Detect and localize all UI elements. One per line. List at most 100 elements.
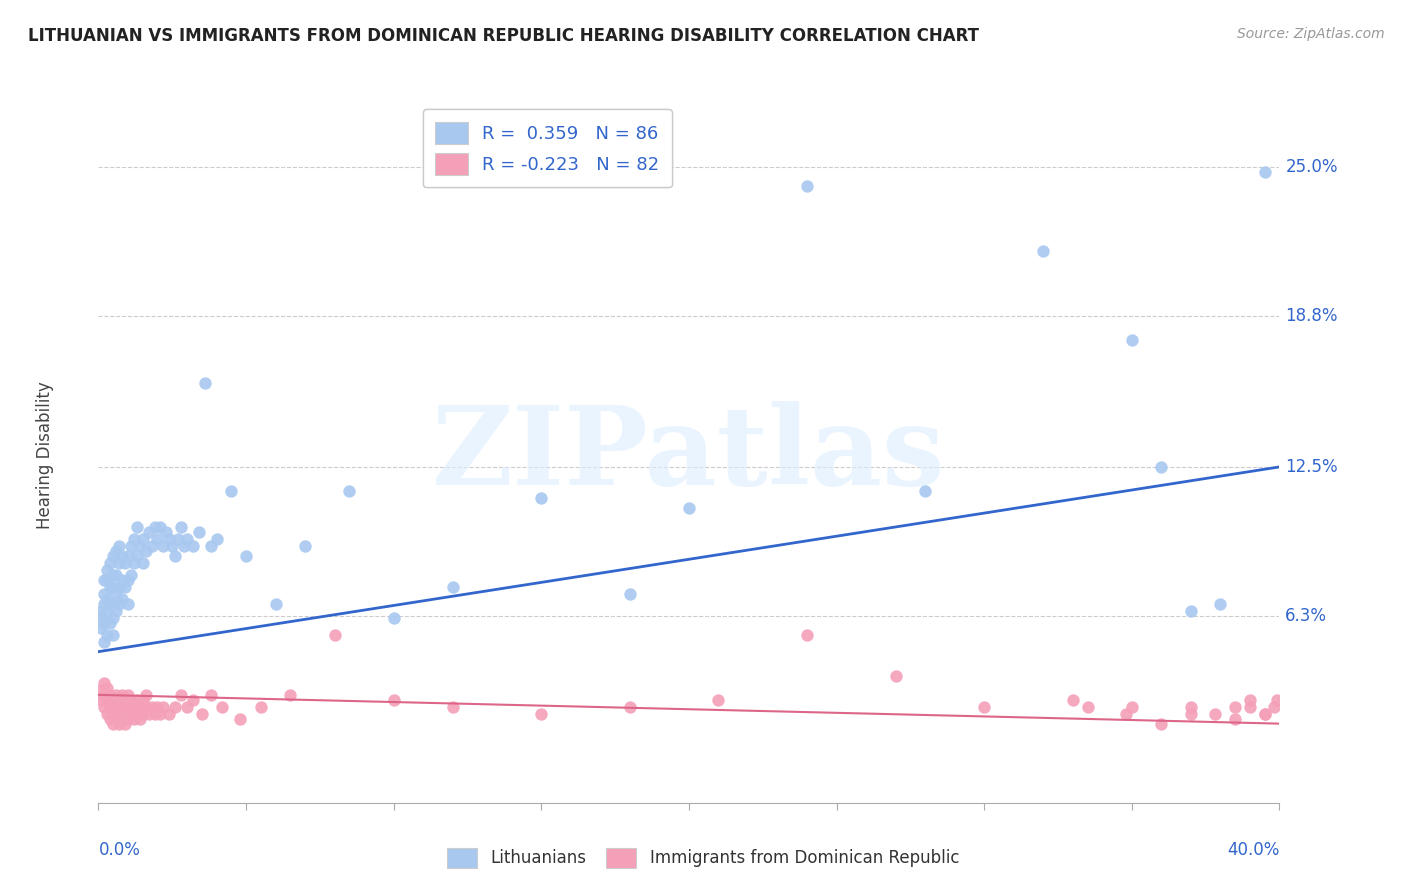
Text: 25.0%: 25.0% xyxy=(1285,158,1339,176)
Point xyxy=(138,706,160,721)
Point xyxy=(125,706,148,721)
Point xyxy=(229,712,252,726)
Point xyxy=(191,706,214,721)
Point xyxy=(1239,692,1261,706)
Point xyxy=(141,699,163,714)
Point xyxy=(143,706,166,721)
Point xyxy=(96,604,118,618)
Point xyxy=(103,611,125,625)
Point xyxy=(796,628,818,642)
Point xyxy=(176,532,198,546)
Point xyxy=(619,587,641,601)
Point xyxy=(122,699,145,714)
Point xyxy=(1254,706,1277,721)
Point xyxy=(1062,692,1084,706)
Point xyxy=(1239,699,1261,714)
Point xyxy=(170,520,193,534)
Point xyxy=(146,699,169,714)
Point xyxy=(128,712,150,726)
Point xyxy=(1115,706,1137,721)
Point xyxy=(93,699,115,714)
Point xyxy=(707,692,730,706)
Point xyxy=(135,688,157,702)
Point xyxy=(205,532,228,546)
Point xyxy=(111,591,134,606)
Text: 18.8%: 18.8% xyxy=(1285,307,1339,325)
Point xyxy=(619,699,641,714)
Point xyxy=(103,549,125,563)
Point xyxy=(111,699,134,714)
Point xyxy=(149,706,172,721)
Point xyxy=(250,699,273,714)
Point xyxy=(323,628,346,642)
Point xyxy=(181,539,204,553)
Point xyxy=(98,615,121,630)
Point xyxy=(132,532,155,546)
Point xyxy=(165,549,187,563)
Point xyxy=(194,376,217,390)
Point xyxy=(98,712,121,726)
Point xyxy=(132,692,155,706)
Point xyxy=(93,597,115,611)
Point xyxy=(108,716,131,731)
Point xyxy=(152,699,174,714)
Legend: R =  0.359   N = 86, R = -0.223   N = 82: R = 0.359 N = 86, R = -0.223 N = 82 xyxy=(423,109,672,187)
Point xyxy=(1077,699,1099,714)
Point xyxy=(117,699,139,714)
Point xyxy=(146,532,169,546)
Point xyxy=(1121,333,1143,347)
Point xyxy=(1263,699,1285,714)
Point xyxy=(105,712,128,726)
Point xyxy=(117,712,139,726)
Point xyxy=(105,699,128,714)
Text: 0.0%: 0.0% xyxy=(98,841,141,859)
Point xyxy=(1209,597,1232,611)
Point xyxy=(1121,699,1143,714)
Point xyxy=(1180,706,1202,721)
Point xyxy=(1180,699,1202,714)
Point xyxy=(114,716,136,731)
Point xyxy=(235,549,257,563)
Point xyxy=(135,699,157,714)
Point xyxy=(1150,459,1173,474)
Point xyxy=(96,573,118,587)
Point xyxy=(103,706,125,721)
Point xyxy=(103,580,125,594)
Point xyxy=(125,549,148,563)
Point xyxy=(117,688,139,702)
Point xyxy=(96,591,118,606)
Point xyxy=(1223,699,1246,714)
Point xyxy=(90,604,112,618)
Point xyxy=(108,597,131,611)
Point xyxy=(149,520,172,534)
Point xyxy=(1150,716,1173,731)
Point xyxy=(138,524,160,539)
Point xyxy=(105,544,128,558)
Point xyxy=(152,539,174,553)
Point xyxy=(1032,244,1054,258)
Point xyxy=(135,544,157,558)
Point xyxy=(108,539,131,553)
Point xyxy=(141,539,163,553)
Point xyxy=(103,567,125,582)
Point xyxy=(173,539,195,553)
Point xyxy=(128,699,150,714)
Point xyxy=(143,520,166,534)
Point xyxy=(294,539,316,553)
Text: Hearing Disability: Hearing Disability xyxy=(37,381,55,529)
Point xyxy=(108,692,131,706)
Point xyxy=(796,179,818,194)
Point xyxy=(200,539,222,553)
Point xyxy=(108,580,131,594)
Point xyxy=(884,668,907,682)
Point xyxy=(132,556,155,570)
Point xyxy=(181,692,204,706)
Point xyxy=(132,706,155,721)
Point xyxy=(120,567,142,582)
Point xyxy=(441,580,464,594)
Point xyxy=(114,699,136,714)
Point xyxy=(530,491,553,505)
Point xyxy=(122,712,145,726)
Text: ZIPatlas: ZIPatlas xyxy=(432,401,946,508)
Point xyxy=(103,716,125,731)
